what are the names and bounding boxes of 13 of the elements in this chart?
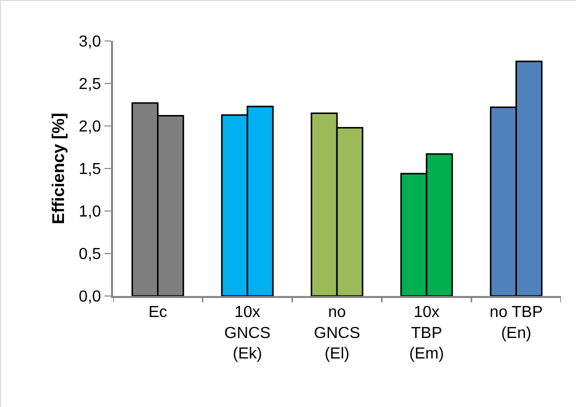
y-tick-label: 0,0 bbox=[78, 288, 102, 306]
x-tick-label: no GNCS (El) bbox=[314, 304, 360, 363]
y-tick-label: 3,0 bbox=[78, 34, 102, 51]
x-tick-label: Ec bbox=[148, 304, 168, 321]
y-tick-label: 1,0 bbox=[78, 204, 102, 221]
x-tick-label: 10x GNCS (Ek) bbox=[224, 304, 271, 363]
y-tick-label: 2,0 bbox=[78, 118, 102, 136]
y-axis-title: Efficiency [%] bbox=[48, 112, 68, 224]
x-tick-label: 10x TBP (Em) bbox=[409, 304, 444, 363]
y-tick-label: 2,5 bbox=[78, 76, 102, 94]
y-tick-label: 0,5 bbox=[78, 246, 102, 264]
x-tick-label: no TBP (En) bbox=[490, 304, 543, 342]
y-tick-label: 1,5 bbox=[78, 161, 102, 178]
